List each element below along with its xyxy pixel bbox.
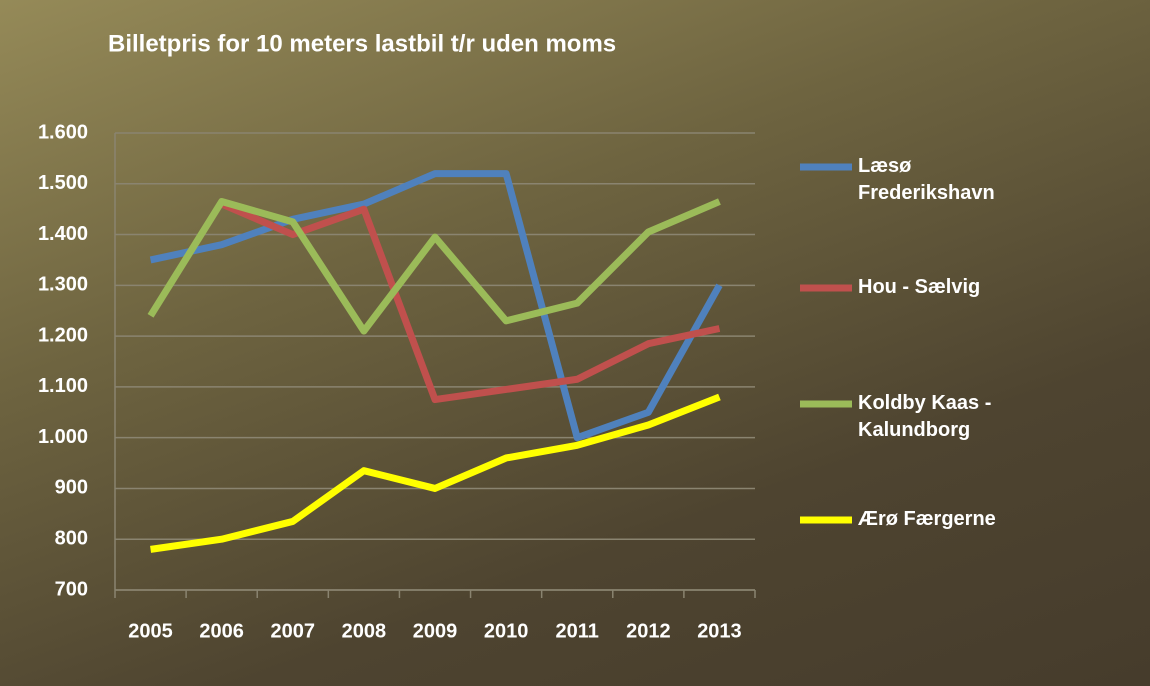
x-tick-label: 2010 — [484, 620, 529, 642]
y-tick-label: 1.400 — [38, 223, 88, 245]
y-tick-label: 900 — [55, 477, 88, 499]
y-tick-label: 1.000 — [38, 426, 88, 448]
series-line — [150, 393, 721, 553]
y-tick-label: 1.300 — [38, 274, 88, 296]
legend-label: Ærø Færgerne — [858, 508, 996, 530]
legend-label: Læsø Frederikshavn — [858, 155, 995, 204]
legend-label: Koldby Kaas - Kalundborg — [858, 392, 992, 441]
x-tick-label: 2011 — [556, 620, 599, 642]
x-tick-label: 2005 — [128, 620, 173, 642]
y-tick-label: 1.500 — [38, 172, 88, 194]
x-tick-label: 2007 — [271, 620, 316, 642]
legend-label: Hou - Sælvig — [858, 276, 981, 298]
y-tick-label: 1.600 — [38, 121, 88, 143]
x-tick-label: 2013 — [697, 620, 742, 642]
y-tick-label: 1.100 — [38, 375, 88, 397]
y-tick-label: 1.200 — [38, 324, 88, 346]
series-line — [149, 170, 723, 442]
x-tick-label: 2009 — [413, 620, 458, 642]
series-line — [220, 200, 721, 404]
series-line — [147, 198, 721, 335]
x-tick-label: 2006 — [199, 620, 244, 642]
chart-title: Billetpris for 10 meters lastbil t/r ude… — [108, 30, 616, 57]
x-tick-label: 2008 — [342, 620, 387, 642]
y-tick-label: 800 — [55, 528, 88, 550]
x-tick-label: 2012 — [626, 620, 671, 642]
y-tick-label: 700 — [55, 578, 88, 600]
